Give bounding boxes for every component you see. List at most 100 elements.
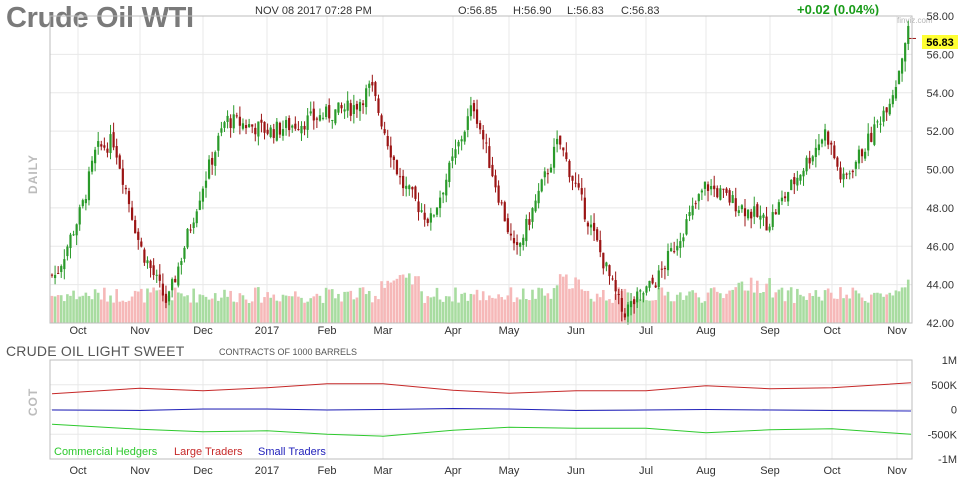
candle-body: [189, 229, 192, 231]
volume-bar: [869, 294, 873, 323]
volume-bar: [318, 295, 322, 323]
candle-body: [466, 116, 469, 130]
volume-bar: [722, 298, 725, 323]
volume-bar: [56, 295, 60, 323]
volume-bar: [552, 288, 556, 323]
volume-bar: [497, 294, 500, 323]
candle-body: [503, 202, 506, 222]
volume-bar: [783, 301, 787, 323]
volume-bar: [69, 295, 72, 323]
volume-bar: [765, 283, 768, 323]
candle-body: [183, 247, 186, 259]
volume-bar: [50, 295, 54, 323]
volume-bar: [525, 299, 528, 323]
volume-bar: [734, 287, 738, 323]
volume-bar: [817, 296, 821, 323]
candle-body: [402, 175, 405, 189]
volume-bar: [589, 298, 593, 323]
volume-bar: [414, 276, 417, 323]
price-change: +0.02 (0.04%): [797, 2, 880, 17]
volume-bar: [118, 301, 122, 323]
candle-body: [780, 197, 784, 202]
candle-body: [149, 260, 152, 269]
volume-bar: [854, 290, 858, 323]
candle-body: [368, 83, 371, 88]
candle-body: [660, 268, 663, 270]
candle-body: [873, 124, 876, 145]
volume-bar: [451, 301, 454, 323]
volume-bar: [814, 290, 818, 323]
candle-body: [321, 117, 325, 119]
candle-body: [771, 212, 774, 227]
candle-body: [808, 157, 811, 164]
volume-bar: [327, 289, 331, 323]
candle-body: [392, 156, 395, 160]
candle-body: [260, 119, 263, 123]
candle-body: [885, 107, 888, 113]
volume-bar: [833, 298, 836, 323]
volume-bar: [315, 293, 319, 323]
candle-body: [358, 102, 362, 112]
candle-body: [522, 237, 525, 246]
candle-body: [900, 58, 904, 74]
volume-bar: [334, 298, 337, 323]
candle-body: [448, 162, 451, 182]
volume-bar: [549, 298, 553, 323]
candle-body: [294, 123, 297, 129]
candle-body: [669, 248, 673, 252]
candle-body: [654, 285, 657, 288]
cot-x-tick: Nov: [887, 465, 907, 477]
cot-x-tick: Sep: [760, 465, 780, 477]
price-y-tick: 42.00: [926, 318, 954, 330]
candle-body: [411, 186, 414, 190]
volume-bar: [127, 300, 131, 323]
candlesticks: [50, 20, 916, 325]
volume-bar: [201, 295, 205, 323]
volume-bar: [475, 289, 479, 323]
volume-bar: [703, 301, 707, 323]
cot-y-axis-label: COT: [26, 388, 40, 416]
candle-body: [882, 110, 885, 122]
volume-bars: [50, 273, 910, 323]
candle-body: [229, 118, 232, 128]
volume-bar: [845, 294, 848, 323]
candle-body: [719, 188, 722, 200]
candle-body: [223, 122, 226, 128]
candle-body: [589, 224, 593, 228]
candle-body: [121, 168, 124, 185]
price-y-ticks: 42.00 44.00 46.00 48.00 50.00 52.00 54.00 56.00…: [926, 11, 954, 330]
volume-bar: [746, 290, 750, 323]
candle-body: [586, 222, 590, 227]
candle-body: [725, 188, 728, 193]
cot-plot-border: [49, 359, 913, 460]
price-y-tick: 54.00: [926, 88, 954, 100]
volume-bar: [204, 296, 208, 323]
last-price-label: 56.83: [926, 37, 954, 49]
candle-body: [90, 160, 94, 172]
candle-body: [802, 170, 805, 177]
price-plot-border: [49, 15, 913, 324]
cot-y-tick: 1M: [942, 355, 957, 367]
candle-body: [94, 149, 97, 164]
volume-bar: [669, 301, 673, 323]
volume-bar: [96, 292, 100, 323]
volume-bar: [324, 287, 328, 323]
candle-body: [454, 149, 457, 158]
volume-bar: [654, 300, 657, 323]
candle-body: [235, 115, 238, 117]
candle-body: [642, 293, 645, 295]
volume-bar: [309, 298, 313, 323]
candle-body: [389, 145, 392, 158]
candle-body: [146, 260, 149, 264]
candle-body: [512, 238, 516, 244]
price-y-tick: 48.00: [926, 203, 954, 215]
volume-bar: [124, 301, 128, 323]
candle-body: [284, 119, 288, 128]
candle-body: [288, 118, 291, 131]
volume-bar: [731, 289, 734, 323]
candle-body: [112, 132, 115, 148]
cot-x-tick: Nov: [130, 465, 150, 477]
candle-body: [57, 273, 60, 275]
volume-bar: [672, 301, 676, 323]
cot-subtitle: CONTRACTS OF 1000 BARRELS: [219, 347, 358, 357]
